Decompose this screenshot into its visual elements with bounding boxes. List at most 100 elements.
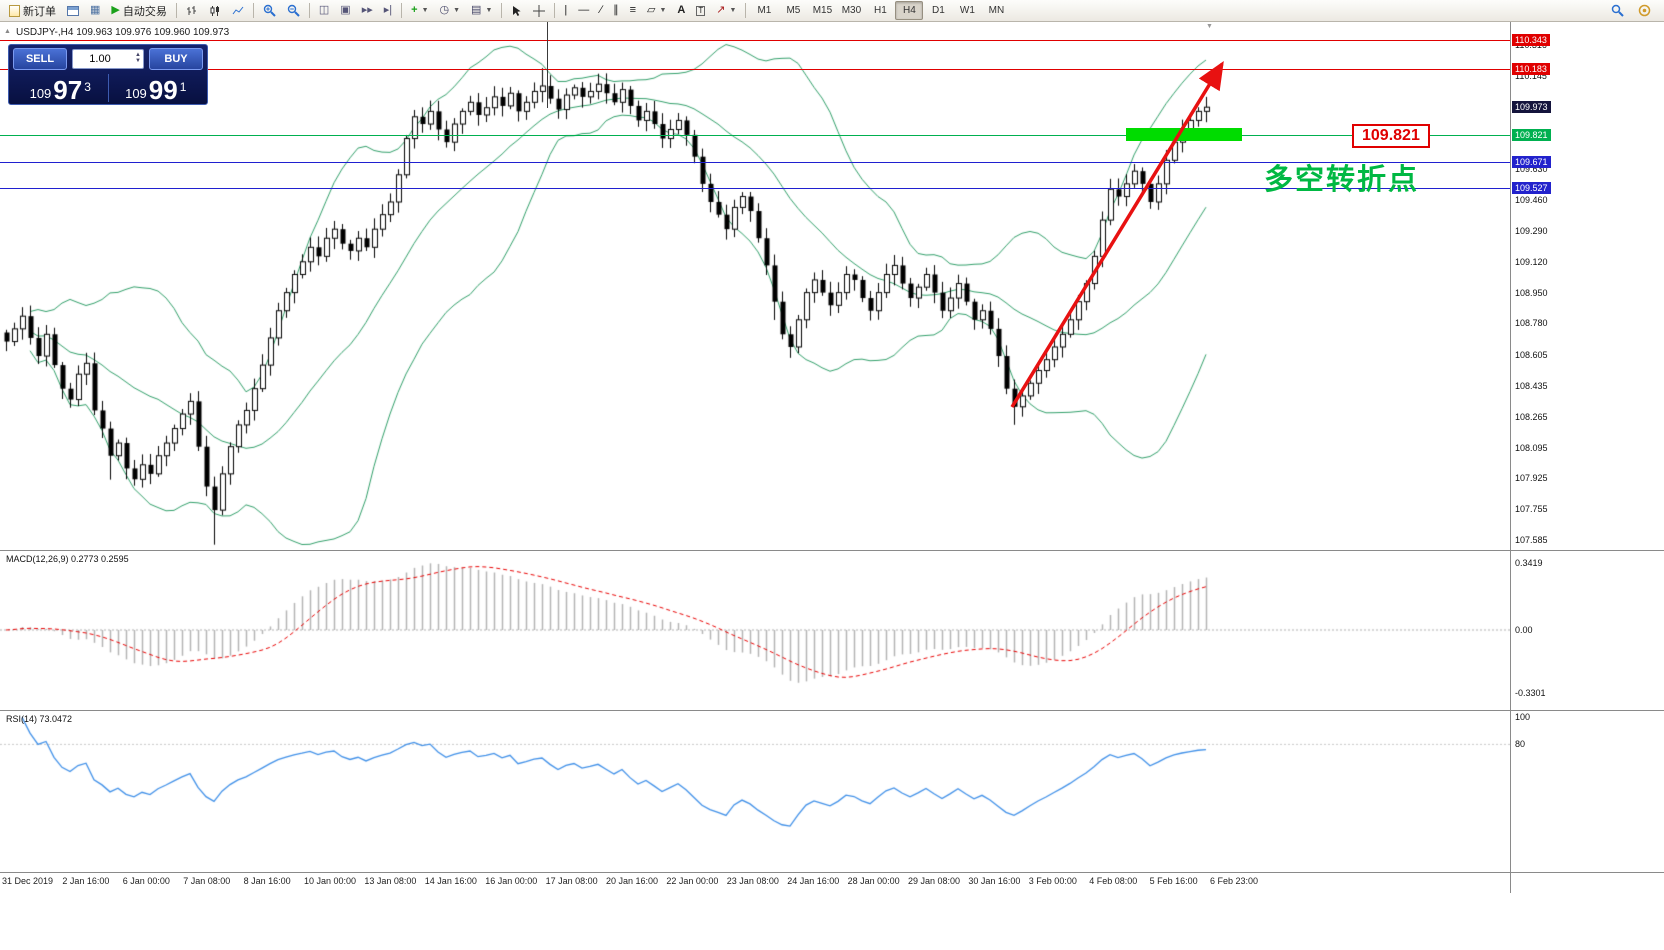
time-axis-label: 7 Jan 08:00 <box>183 876 231 886</box>
line-chart-button[interactable] <box>227 1 249 21</box>
cursor-button[interactable] <box>506 1 527 21</box>
price-marker-label: 109.821 <box>1512 128 1551 141</box>
trend-arrow[interactable] <box>1010 61 1224 408</box>
hline-109.671[interactable] <box>0 162 1510 163</box>
candlestick-button[interactable] <box>204 1 226 21</box>
zoom-out-button[interactable] <box>282 1 305 21</box>
timeframe-button-h4[interactable]: H4 <box>895 1 924 20</box>
cursor-icon <box>513 5 521 16</box>
price-scale-label: 109.290 <box>1515 225 1548 236</box>
timeframe-button-mn[interactable]: MN <box>988 5 1005 16</box>
bar-chart-button[interactable] <box>181 1 203 21</box>
timeframe-button-h1[interactable]: H1 <box>874 5 887 16</box>
crosshair-icon <box>533 4 546 17</box>
price-callout-box[interactable]: 109.821 <box>1352 124 1430 148</box>
timeframe-button-m5[interactable]: M5 <box>786 5 801 16</box>
timeframe-button-d1[interactable]: D1 <box>932 5 945 16</box>
text-tool[interactable]: A <box>672 1 690 21</box>
hline-110.343[interactable] <box>0 40 1510 41</box>
templates-button[interactable]: ▤ ▼ <box>466 1 497 21</box>
chart-collapse-icon[interactable]: ▲ <box>4 28 11 35</box>
time-axis-label: 10 Jan 00:00 <box>304 876 357 886</box>
price-scale-label: 107.925 <box>1515 473 1548 484</box>
buy-button[interactable]: BUY <box>149 48 203 70</box>
zoom-in-icon <box>263 4 276 17</box>
time-axis-label: 31 Dec 2019 <box>2 876 54 886</box>
hline-110.183[interactable] <box>0 69 1510 70</box>
turning-point-annotation[interactable]: 多空转折点 <box>1264 164 1420 196</box>
chart-shift-button[interactable]: ▸| <box>379 1 397 21</box>
time-axis-label: 13 Jan 08:00 <box>364 876 417 886</box>
fibonacci-icon: ≡ <box>629 4 637 16</box>
price-marker-label: 110.343 <box>1512 34 1550 47</box>
sell-button[interactable]: SELL <box>13 48 67 70</box>
cascade-windows-icon: ▣ <box>340 4 351 16</box>
toolbar-separator <box>308 3 310 18</box>
market-watch-icon <box>67 5 79 16</box>
horizontal-line-tool[interactable]: — <box>573 1 594 21</box>
timeframe-button-m1[interactable]: M1 <box>757 5 772 16</box>
price-scale-label: 109.630 <box>1515 164 1548 175</box>
price-scale-label: 108.780 <box>1515 318 1548 329</box>
sell-price[interactable]: 109 97 3 <box>13 72 108 104</box>
timeframe-button-m15[interactable]: M15 <box>812 5 833 16</box>
tile-windows-button[interactable]: ◫ <box>314 1 334 21</box>
volume-input[interactable] <box>73 52 127 66</box>
channel-tool[interactable]: ∥ <box>608 1 624 21</box>
volume-down-button[interactable]: ▼ <box>135 58 141 64</box>
chart-shift-marker[interactable]: ▼ <box>1206 23 1213 30</box>
vertical-line-object[interactable] <box>547 22 548 108</box>
rsi-panel-separator[interactable] <box>0 710 1664 711</box>
auto-scroll-button[interactable]: ▸▸ <box>357 1 378 21</box>
periods-button[interactable]: ◷ ▼ <box>435 1 466 21</box>
community-icon <box>1638 4 1651 17</box>
price-scale-label: 108.095 <box>1515 442 1548 453</box>
support-zone-rectangle[interactable] <box>1126 128 1242 141</box>
market-watch-button[interactable] <box>62 1 84 21</box>
crosshair-button[interactable] <box>528 1 550 21</box>
sell-price-pips: 97 <box>53 75 83 105</box>
community-button[interactable] <box>1633 1 1656 21</box>
timeframe-button-w1[interactable]: W1 <box>959 5 975 16</box>
macd-panel-separator[interactable] <box>0 550 1664 551</box>
buy-price[interactable]: 109 99 1 <box>109 72 204 104</box>
time-axis-label: 17 Jan 08:00 <box>545 876 598 886</box>
autotrading-label: 自动交易 <box>122 5 167 18</box>
timeframe-button-m30[interactable]: M30 <box>841 5 862 16</box>
new-order-button[interactable]: 新订单 <box>4 1 61 21</box>
price-scale-label: 108.435 <box>1515 380 1548 391</box>
channel-icon: ∥ <box>613 4 619 16</box>
search-button[interactable] <box>1606 1 1629 21</box>
price-chart-canvas[interactable] <box>0 22 1510 873</box>
arrows-tool[interactable]: ↗ ▼ <box>711 1 741 21</box>
candlestick-icon <box>210 5 219 16</box>
vertical-line-tool[interactable]: | <box>559 1 572 21</box>
fibonacci-tool[interactable]: ≡ <box>625 1 641 21</box>
zoom-in-button[interactable] <box>258 1 281 21</box>
time-axis-label: 6 Feb 23:00 <box>1210 876 1259 886</box>
zoom-out-icon <box>287 4 300 17</box>
time-axis-label: 20 Jan 16:00 <box>606 876 659 886</box>
chevron-down-icon: ▼ <box>453 7 461 14</box>
horizontal-line-icon: — <box>578 4 590 16</box>
cascade-windows-button[interactable]: ▣ <box>335 1 355 21</box>
data-window-button[interactable]: ▦ <box>85 1 105 21</box>
hline-109.821[interactable] <box>0 135 1510 136</box>
tile-windows-icon: ◫ <box>318 4 330 16</box>
autotrading-button[interactable]: ▶ 自动交易 <box>106 1 171 21</box>
text-label-tool[interactable]: T <box>691 1 710 21</box>
volume-up-button[interactable]: ▲ <box>135 52 141 58</box>
indicators-button[interactable]: + ▼ <box>406 1 433 21</box>
main-toolbar: 新订单 ▦ ▶ 自动交易 ◫ ▣ ▸▸ ▸| + ▼ ◷ ▼ ▤ ▼ | — ∕ <box>0 0 1664 22</box>
trendline-tool[interactable]: ∕ <box>595 1 607 21</box>
macd-scale-bottom: -0.3301 <box>1515 688 1546 698</box>
toolbar-separator <box>501 3 503 18</box>
hline-109.527[interactable] <box>0 188 1510 189</box>
new-order-label: 新订单 <box>23 5 56 18</box>
vertical-line-icon: | <box>564 4 568 16</box>
price-axis-border <box>1510 22 1511 893</box>
price-marker-label: 110.183 <box>1512 63 1550 76</box>
shapes-tool[interactable]: ▱ ▼ <box>642 1 671 21</box>
sell-price-figure: 109 <box>29 86 52 101</box>
templates-icon: ▤ <box>471 4 482 16</box>
